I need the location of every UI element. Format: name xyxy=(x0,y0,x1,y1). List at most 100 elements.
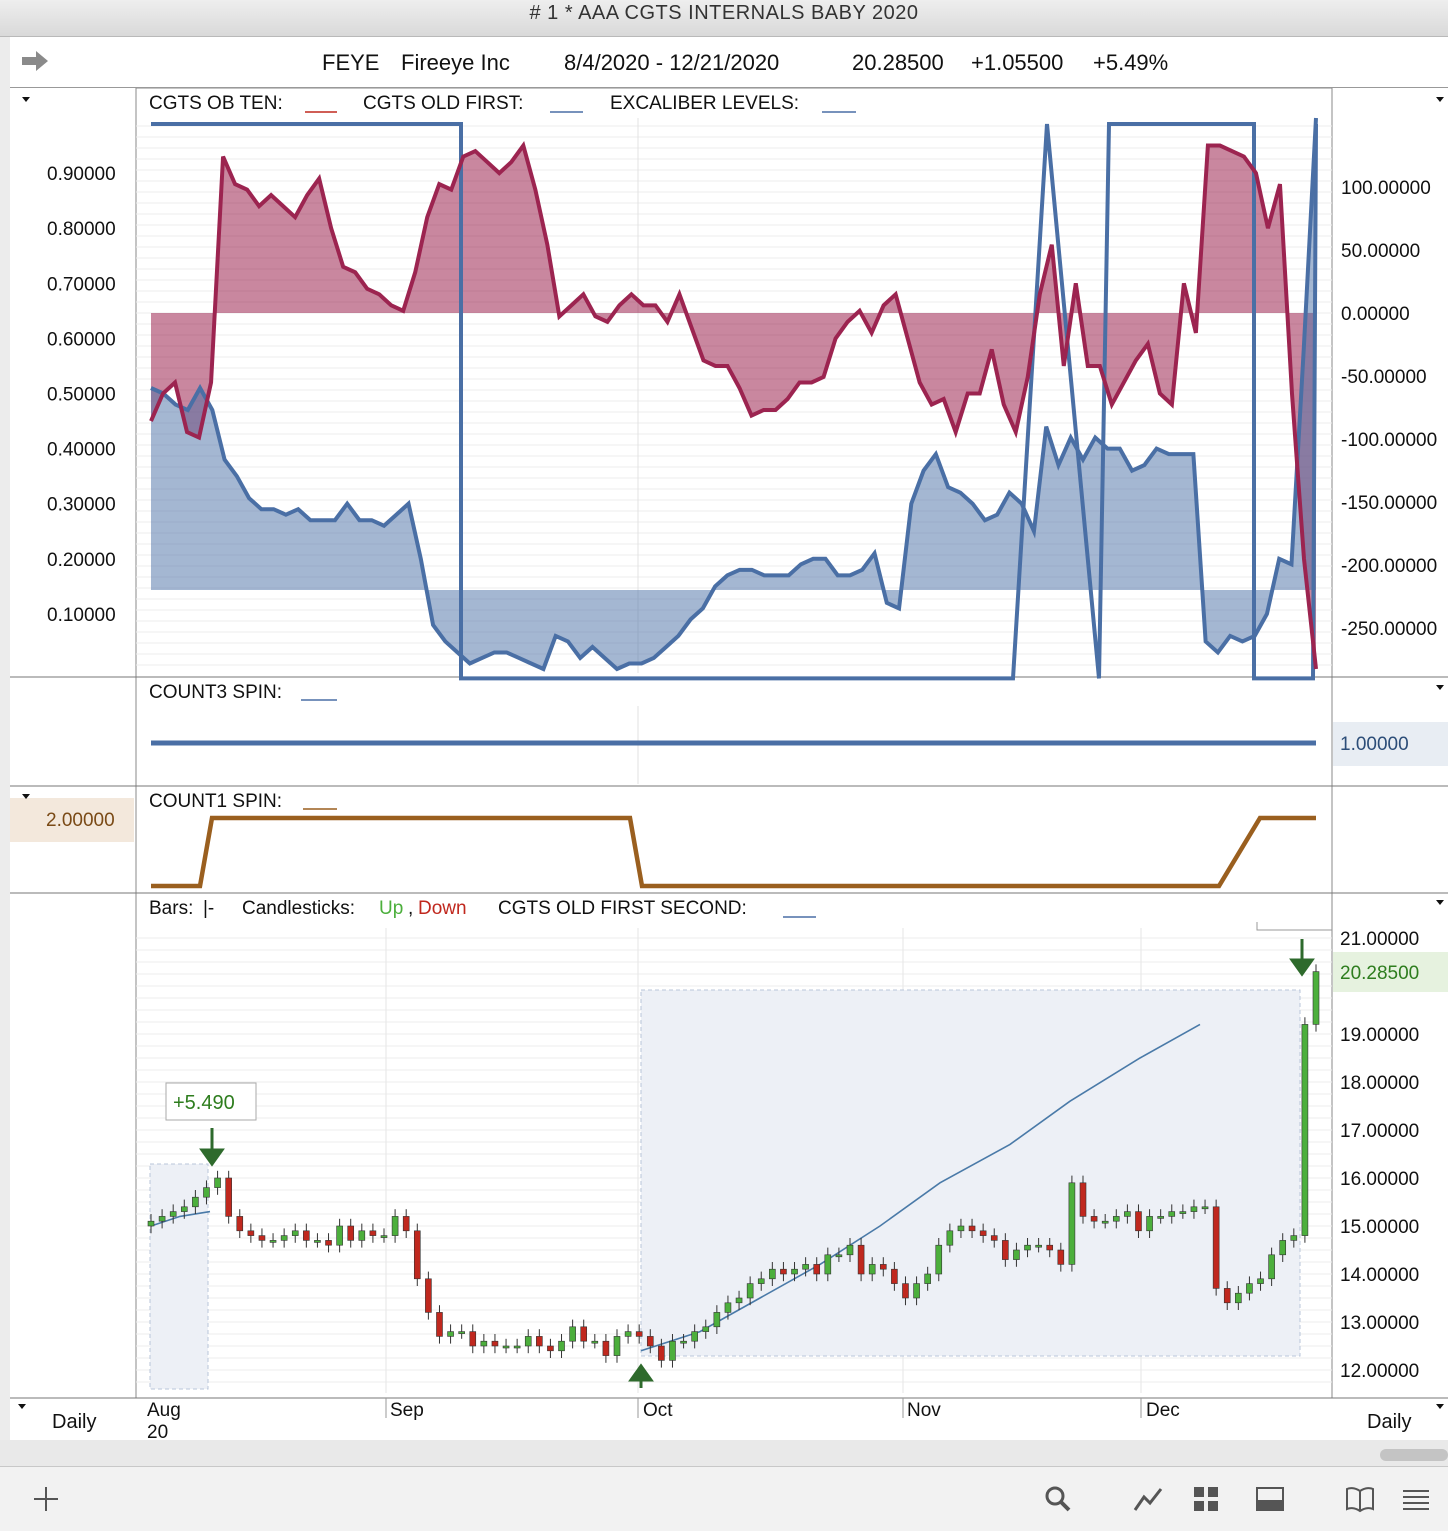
candle xyxy=(879,1264,887,1270)
left-tick-label: 0.90000 xyxy=(47,164,116,185)
candle xyxy=(769,1268,776,1280)
price-tick-label: 17.00000 xyxy=(1340,1121,1419,1142)
candle xyxy=(391,1216,399,1236)
net-change: +1.05500 xyxy=(971,50,1064,75)
pane4-legend: Bars: |- Candlesticks: Up , Down CGTS OL… xyxy=(149,898,816,919)
candle xyxy=(303,1230,310,1241)
candle xyxy=(258,1235,266,1241)
search-icon[interactable] xyxy=(1042,1483,1074,1515)
add-icon[interactable] xyxy=(30,1483,62,1515)
candle xyxy=(802,1264,809,1270)
candle xyxy=(214,1177,221,1188)
excaliber-levels-line xyxy=(151,122,1318,681)
candle xyxy=(1179,1211,1187,1214)
legend-count1-spin: COUNT1 SPIN: xyxy=(149,791,282,812)
legend-cgts-ob-ten: CGTS OB TEN: xyxy=(149,93,283,114)
chart-line-icon[interactable] xyxy=(1132,1483,1164,1515)
candle xyxy=(547,1345,554,1352)
gain-annotation-box xyxy=(165,1082,257,1121)
period-menu-right-icon[interactable] xyxy=(1436,1404,1444,1409)
chart-area[interactable]: CGTS OB TEN: CGTS OLD FIRST: EXCALIBER L… xyxy=(10,87,1448,1443)
menu-lines-icon[interactable] xyxy=(1400,1483,1432,1515)
legend-bars: Bars: xyxy=(149,898,193,919)
count3-value: 1.00000 xyxy=(1340,734,1409,755)
right-tick-label: -250.00000 xyxy=(1341,619,1437,640)
book-icon[interactable] xyxy=(1344,1483,1376,1515)
pane2-menu-icon[interactable] xyxy=(1436,685,1444,690)
pane4-menu-icon[interactable] xyxy=(1436,900,1444,905)
candle xyxy=(1157,1216,1164,1219)
candle xyxy=(1146,1216,1153,1232)
legend-cgts-old-first: CGTS OLD FIRST: xyxy=(363,93,523,114)
pane1-menu-right-icon[interactable] xyxy=(1436,97,1444,102)
candle xyxy=(713,1312,721,1328)
candle xyxy=(658,1345,665,1361)
right-tick-label: 0.00000 xyxy=(1341,304,1410,325)
candle xyxy=(347,1225,355,1241)
price-tick-label: 21.00000 xyxy=(1340,929,1419,950)
candle xyxy=(835,1254,843,1258)
candle xyxy=(813,1264,821,1275)
candle xyxy=(1002,1240,1009,1260)
legend-up: Up xyxy=(379,898,403,919)
period-menu-left-icon[interactable] xyxy=(18,1404,26,1409)
candle xyxy=(447,1331,454,1337)
candle xyxy=(857,1244,865,1275)
trend-box-1 xyxy=(149,1163,209,1390)
candle xyxy=(247,1230,255,1236)
candle xyxy=(491,1340,499,1347)
trend-segment-2 xyxy=(640,1023,1201,1352)
period-right[interactable]: Daily xyxy=(1367,1411,1411,1433)
pane1-menu-left-icon[interactable] xyxy=(22,97,30,102)
ob-ten-fill xyxy=(151,145,1316,670)
left-tick-label: 0.10000 xyxy=(47,605,116,626)
candle xyxy=(169,1211,177,1217)
legend-comma: , xyxy=(408,898,413,919)
candle xyxy=(635,1331,643,1337)
candle xyxy=(935,1244,943,1275)
candle xyxy=(158,1216,166,1222)
candle xyxy=(192,1196,199,1208)
pane1-legend: CGTS OB TEN: CGTS OLD FIRST: EXCALIBER L… xyxy=(149,93,856,114)
candle xyxy=(402,1216,410,1232)
candle xyxy=(591,1340,599,1344)
legend-bars-symbol: |- xyxy=(203,898,214,919)
grid-icon[interactable] xyxy=(1190,1483,1222,1515)
candle xyxy=(624,1331,632,1337)
candle xyxy=(1279,1240,1287,1256)
scrollbar-thumb[interactable] xyxy=(1380,1449,1448,1461)
chart-svg[interactable]: CGTS OB TEN: CGTS OLD FIRST: EXCALIBER L… xyxy=(10,87,1448,1443)
left-tick-label: 0.30000 xyxy=(47,495,116,516)
price-tick-label: 12.00000 xyxy=(1340,1361,1419,1382)
bottom-toolbar xyxy=(0,1466,1448,1531)
candle xyxy=(1035,1244,1042,1248)
pane3-menu-icon[interactable] xyxy=(22,794,30,799)
layout-panel-icon[interactable] xyxy=(1254,1483,1286,1515)
candle xyxy=(791,1268,798,1275)
candle xyxy=(314,1240,321,1243)
forward-arrow-icon[interactable] xyxy=(20,50,50,72)
cgts-old-first-line xyxy=(150,117,1318,672)
candle xyxy=(269,1240,277,1243)
percent-change: +5.49% xyxy=(1093,50,1169,75)
candle xyxy=(1124,1211,1131,1217)
candle xyxy=(203,1187,210,1198)
candle xyxy=(1013,1249,1020,1260)
left-tick-label: 0.60000 xyxy=(47,329,116,350)
month-label-dec: Dec xyxy=(1146,1400,1180,1421)
candle xyxy=(580,1326,588,1342)
legend-count3-spin: COUNT3 SPIN: xyxy=(149,682,282,703)
candle xyxy=(1290,1235,1298,1241)
month-label-oct: Oct xyxy=(643,1400,673,1421)
month-label-sep: Sep xyxy=(390,1400,424,1421)
right-tick-label: 100.00000 xyxy=(1341,178,1431,199)
price-tick-label: 19.00000 xyxy=(1340,1025,1419,1046)
count1-value-box xyxy=(10,798,134,842)
period-left[interactable]: Daily xyxy=(52,1411,96,1433)
candle xyxy=(924,1273,931,1284)
candle xyxy=(957,1225,965,1232)
buy-arrow-icon xyxy=(628,1363,654,1388)
horizontal-scrollbar[interactable] xyxy=(0,1440,1448,1466)
last-price-label: 20.28500 xyxy=(1340,963,1419,984)
pane1-left-axis: 0.90000 0.80000 0.70000 0.60000 0.50000 0.400… xyxy=(47,164,116,626)
